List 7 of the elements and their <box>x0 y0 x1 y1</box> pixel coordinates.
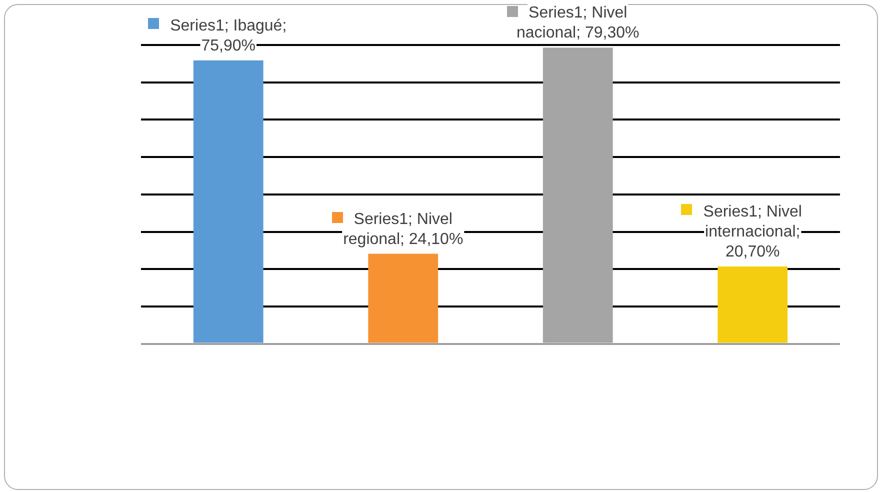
bar <box>368 254 438 343</box>
bar <box>718 266 788 343</box>
bar <box>193 60 264 343</box>
data-label: Series1; Nivel internacional; 20,70% <box>703 203 802 260</box>
data-label: Series1; Nivel nacional; 79,30% <box>516 4 640 42</box>
data-label: Series1; Nivel regional; 24,10% <box>343 210 464 248</box>
data-label: Series1; Ibagué; 75,90% <box>170 17 287 54</box>
